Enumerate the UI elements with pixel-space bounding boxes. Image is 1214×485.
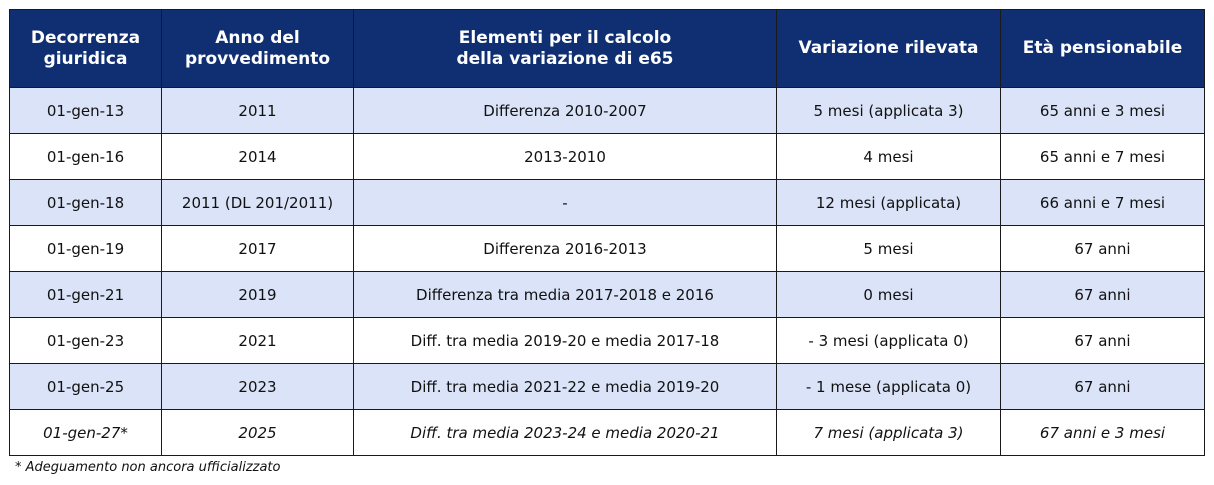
cell-anno: 2011 [161,87,354,134]
header-variazione: Variazione rilevata [776,9,1001,88]
header-line: Elementi per il calcolo [458,27,672,48]
cell-elementi: Differenza 2010-2007 [353,87,777,134]
table-row: 01-gen-21 2019 Differenza tra media 2017-2… [9,271,1205,318]
cell-decorrenza: 01-gen-13 [9,87,162,134]
cell-variazione: 12 mesi (applicata) [776,179,1001,226]
cell-decorrenza: 01-gen-23 [9,317,162,364]
cell-variazione: - 3 mesi (applicata 0) [776,317,1001,364]
cell-eta: 67 anni e 3 mesi [1000,409,1205,456]
cell-eta: 66 anni e 7 mesi [1000,179,1205,226]
cell-eta: 67 anni [1000,225,1205,272]
cell-variazione: 0 mesi [776,271,1001,318]
cell-variazione: 5 mesi [776,225,1001,272]
header-line: della variazione di e65 [456,48,674,69]
cell-anno: 2017 [161,225,354,272]
header-line: Anno del [215,27,300,48]
cell-decorrenza: 01-gen-18 [9,179,162,226]
cell-variazione: 7 mesi (applicata 3) [776,409,1001,456]
cell-eta: 67 anni [1000,317,1205,364]
cell-elementi: Diff. tra media 2023-24 e media 2020-21 [353,409,777,456]
cell-decorrenza: 01-gen-16 [9,133,162,180]
table-row: 01-gen-25 2023 Diff. tra media 2021-22 e m… [9,363,1205,410]
cell-anno: 2014 [161,133,354,180]
table-row: 01-gen-23 2021 Diff. tra media 2019-20 e m… [9,317,1205,364]
cell-elementi: 2013-2010 [353,133,777,180]
header-row: Decorrenza giuridica Anno del provvediment… [9,9,1205,88]
cell-elementi: Differenza 2016-2013 [353,225,777,272]
cell-eta: 67 anni [1000,363,1205,410]
table-row: 01-gen-16 2014 2013-2010 4 mesi 65 anni e 7 … [9,133,1205,180]
cell-elementi: Diff. tra media 2019-20 e media 2017-18 [353,317,777,364]
cell-decorrenza: 01-gen-25 [9,363,162,410]
cell-eta: 65 anni e 3 mesi [1000,87,1205,134]
cell-anno: 2019 [161,271,354,318]
cell-decorrenza: 01-gen-27* [9,409,162,456]
footnote: * Adeguamento non ancora ufficializzato [15,460,281,475]
header-line: Decorrenza [30,27,141,48]
header-elementi: Elementi per il calcolo della variazione … [353,9,777,88]
cell-decorrenza: 01-gen-19 [9,225,162,272]
cell-elementi: Differenza tra media 2017-2018 e 2016 [353,271,777,318]
table-row: 01-gen-19 2017 Differenza 2016-2013 5 mesi 6… [9,225,1205,272]
cell-anno: 2025 [161,409,354,456]
cell-eta: 67 anni [1000,271,1205,318]
cell-anno: 2023 [161,363,354,410]
header-line: Variazione rilevata [798,38,979,58]
table-row: 01-gen-13 2011 Differenza 2010-2007 5 mesi … [9,87,1205,134]
cell-anno: 2021 [161,317,354,364]
header-line: giuridica [43,48,128,69]
cell-decorrenza: 01-gen-21 [9,271,162,318]
header-eta: Età pensionabile [1000,9,1205,88]
table-row: 01-gen-18 2011 (DL 201/2011) -12 mesi (app… [9,179,1205,226]
cell-anno: 2011 (DL 201/2011) [161,179,354,226]
header-line: Età pensionabile [1022,38,1183,58]
cell-elementi: - [353,179,777,226]
cell-variazione: 5 mesi (applicata 3) [776,87,1001,134]
cell-variazione: 4 mesi [776,133,1001,180]
cell-variazione: - 1 mese (applicata 0) [776,363,1001,410]
table-row: 01-gen-27* 2025 Diff. tra media 2023-24 e … [9,409,1205,456]
pension-age-table: Decorrenza giuridica Anno del provvediment… [9,9,1205,456]
cell-elementi: Diff. tra media 2021-22 e media 2019-20 [353,363,777,410]
header-line: provvedimento [184,48,331,69]
cell-eta: 65 anni e 7 mesi [1000,133,1205,180]
header-decorrenza: Decorrenza giuridica [9,9,162,88]
header-anno: Anno del provvedimento [161,9,354,88]
